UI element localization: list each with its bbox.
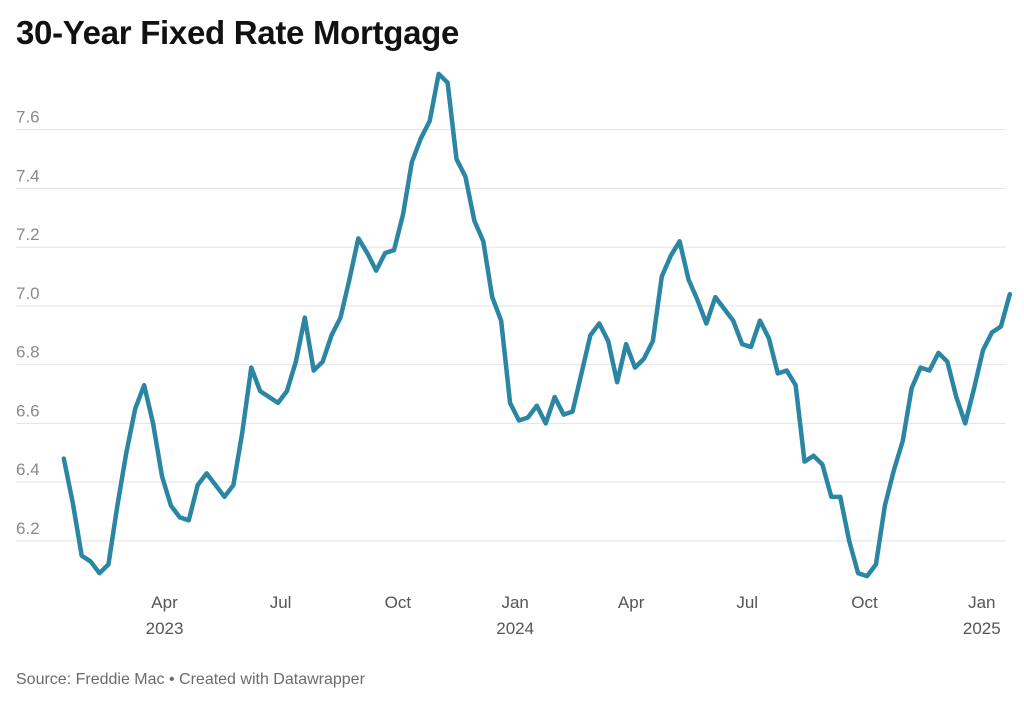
source-name: Freddie Mac [75, 671, 165, 688]
y-tick-label: 7.0 [16, 284, 40, 303]
x-tick-label: Jan [968, 593, 995, 612]
y-tick-label: 7.6 [16, 108, 40, 127]
y-tick-label: 6.6 [16, 401, 40, 420]
x-tick-label: Jul [270, 593, 292, 612]
footer-separator: • [168, 671, 175, 688]
credit-text: Created with Datawrapper [179, 671, 365, 688]
line-chart: 6.2 6.4 6.6 6.8 7.0 7.2 7.4 7.6 Apr 2023 Jul Oct Ja… [16, 71, 1013, 638]
x-tick-label: Apr [618, 593, 645, 612]
x-tick-year-label: 2024 [496, 619, 534, 638]
chart-title: 30-Year Fixed Rate Mortgage [16, 14, 460, 51]
x-tick-label: Jan [501, 593, 528, 612]
series-layer [61, 71, 1013, 579]
series-line [61, 71, 1013, 579]
x-tick-year-label: 2025 [963, 619, 1001, 638]
x-tick-year-label: 2023 [146, 619, 184, 638]
y-tick-label: 6.8 [16, 343, 40, 362]
y-tick-label: 7.4 [16, 166, 40, 185]
y-tick-label: 6.2 [16, 519, 40, 538]
x-tick-label: Oct [851, 593, 878, 612]
y-tick-label: 7.2 [16, 225, 40, 244]
x-tick-label: Apr [151, 593, 178, 612]
y-axis-ticks: 6.2 6.4 6.6 6.8 7.0 7.2 7.4 7.6 [16, 108, 40, 538]
x-tick-label: Oct [385, 593, 412, 612]
y-tick-label: 6.4 [16, 460, 40, 479]
x-axis-ticks: Apr 2023 Jul Oct Jan 2024 Apr Jul Oct Jan 2025 [146, 593, 1001, 638]
chart-footer: Source: Freddie Mac • Created with Dataw… [16, 671, 365, 689]
x-tick-label: Jul [736, 593, 758, 612]
source-label: Source: [16, 671, 72, 688]
gridlines [16, 129, 1006, 542]
